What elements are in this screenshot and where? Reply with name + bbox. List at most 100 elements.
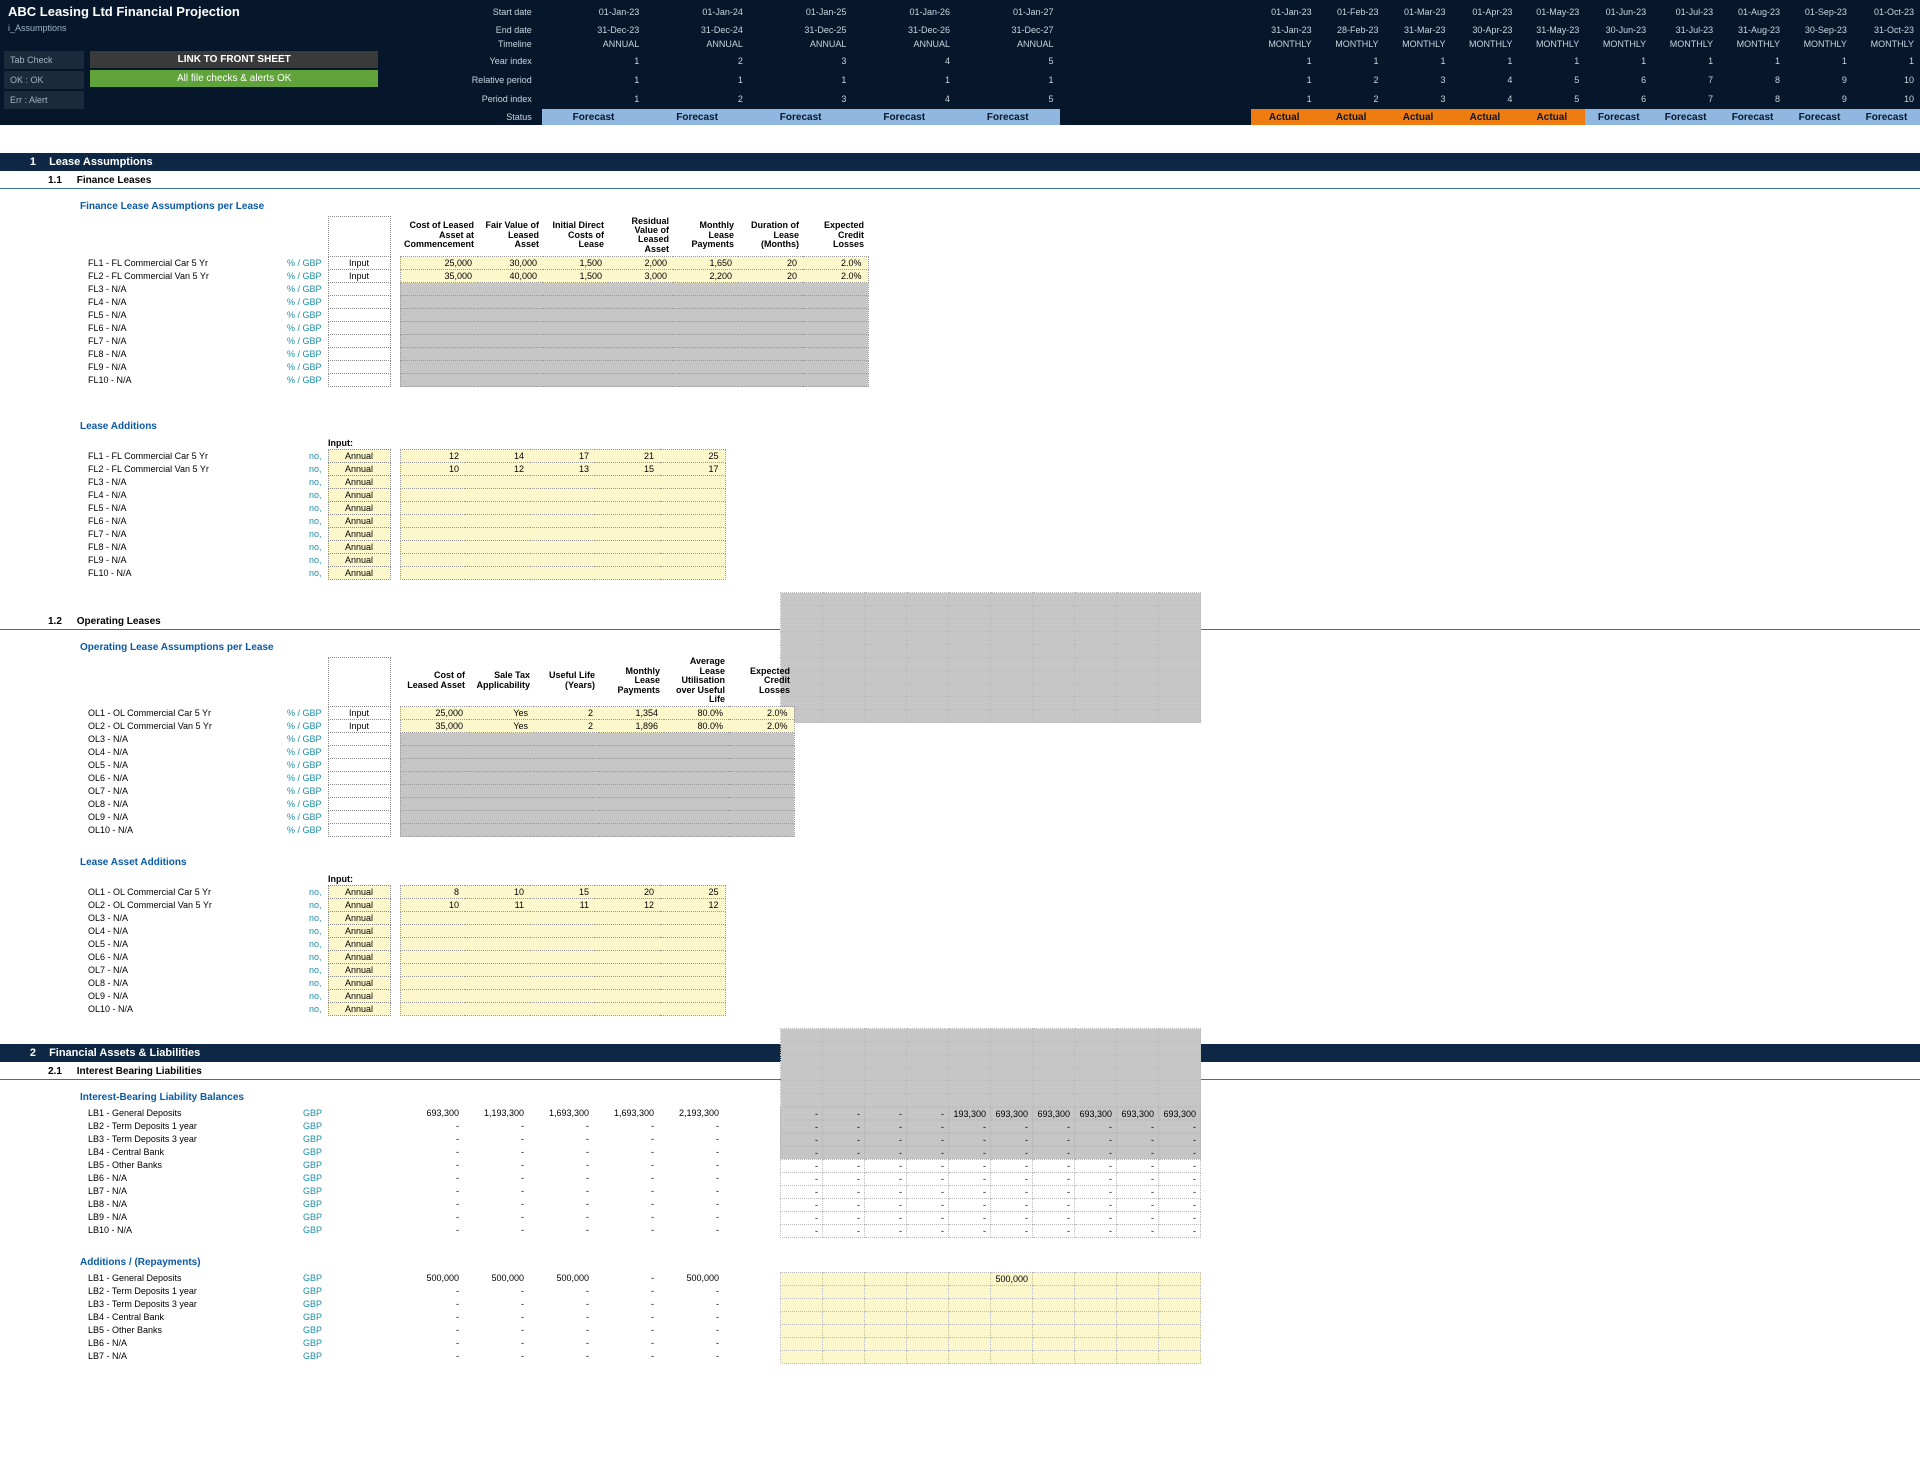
data-cell[interactable] bbox=[465, 488, 530, 501]
month-cell[interactable] bbox=[1117, 1311, 1159, 1324]
data-cell[interactable] bbox=[400, 911, 465, 924]
row-input-type[interactable]: Annual bbox=[328, 898, 390, 911]
data-cell[interactable]: 35,000 bbox=[400, 720, 469, 733]
data-cell[interactable] bbox=[660, 911, 725, 924]
row-input-type[interactable]: Input bbox=[328, 270, 390, 283]
row-input-type[interactable] bbox=[328, 759, 390, 772]
data-cell[interactable] bbox=[400, 501, 465, 514]
data-cell[interactable]: 1,896 bbox=[599, 720, 664, 733]
month-cell[interactable] bbox=[907, 1337, 949, 1350]
row-input-type[interactable] bbox=[328, 811, 390, 824]
data-cell[interactable] bbox=[660, 501, 725, 514]
row-input-type[interactable]: Annual bbox=[328, 501, 390, 514]
data-cell[interactable] bbox=[465, 950, 530, 963]
row-input-type[interactable] bbox=[328, 785, 390, 798]
data-cell[interactable]: 2.0% bbox=[729, 707, 794, 720]
row-input-type[interactable] bbox=[328, 772, 390, 785]
month-cell[interactable] bbox=[949, 1324, 991, 1337]
month-cell[interactable]: 500,000 bbox=[991, 1272, 1033, 1285]
month-cell[interactable] bbox=[1159, 1337, 1201, 1350]
month-cell[interactable] bbox=[781, 1337, 823, 1350]
data-cell[interactable] bbox=[530, 976, 595, 989]
month-cell[interactable] bbox=[1159, 1324, 1201, 1337]
row-input-type[interactable]: Annual bbox=[328, 937, 390, 950]
data-cell[interactable] bbox=[400, 1002, 465, 1015]
checks-ok-button[interactable]: All file checks & alerts OK bbox=[90, 70, 378, 87]
month-cell[interactable] bbox=[1159, 1285, 1201, 1298]
data-cell[interactable]: 20 bbox=[738, 257, 803, 270]
row-input-type[interactable]: Annual bbox=[328, 475, 390, 488]
data-cell[interactable] bbox=[595, 937, 660, 950]
data-cell[interactable] bbox=[465, 911, 530, 924]
data-cell[interactable]: 80.0% bbox=[664, 707, 729, 720]
row-input-type[interactable]: Annual bbox=[328, 462, 390, 475]
month-cell[interactable] bbox=[907, 1298, 949, 1311]
data-cell[interactable]: Yes bbox=[469, 720, 534, 733]
data-cell[interactable] bbox=[595, 488, 660, 501]
data-cell[interactable] bbox=[595, 1002, 660, 1015]
data-cell[interactable]: 20 bbox=[738, 270, 803, 283]
month-cell[interactable] bbox=[991, 1298, 1033, 1311]
data-cell[interactable] bbox=[595, 924, 660, 937]
data-cell[interactable]: 21 bbox=[595, 449, 660, 462]
month-cell[interactable] bbox=[1075, 1350, 1117, 1363]
data-cell[interactable] bbox=[465, 514, 530, 527]
month-cell[interactable] bbox=[1159, 1350, 1201, 1363]
month-cell[interactable] bbox=[823, 1298, 865, 1311]
month-cell[interactable] bbox=[1033, 1285, 1075, 1298]
data-cell[interactable]: 25 bbox=[660, 885, 725, 898]
data-cell[interactable]: 30,000 bbox=[478, 257, 543, 270]
month-cell[interactable] bbox=[823, 1324, 865, 1337]
data-cell[interactable] bbox=[465, 989, 530, 1002]
month-cell[interactable] bbox=[949, 1350, 991, 1363]
data-cell[interactable]: 10 bbox=[465, 885, 530, 898]
data-cell[interactable] bbox=[465, 540, 530, 553]
month-cell[interactable] bbox=[1075, 1285, 1117, 1298]
month-cell[interactable] bbox=[907, 1311, 949, 1324]
data-cell[interactable] bbox=[465, 976, 530, 989]
data-cell[interactable]: 1,354 bbox=[599, 707, 664, 720]
month-cell[interactable] bbox=[1117, 1350, 1159, 1363]
data-cell[interactable] bbox=[530, 475, 595, 488]
row-input-type[interactable] bbox=[328, 283, 390, 296]
row-input-type[interactable] bbox=[328, 374, 390, 387]
row-input-type[interactable] bbox=[328, 361, 390, 374]
month-cell[interactable] bbox=[1159, 1311, 1201, 1324]
data-cell[interactable]: 11 bbox=[530, 898, 595, 911]
row-input-type[interactable]: Annual bbox=[328, 963, 390, 976]
row-input-type[interactable]: Annual bbox=[328, 566, 390, 579]
month-cell[interactable] bbox=[781, 1298, 823, 1311]
month-cell[interactable] bbox=[865, 1350, 907, 1363]
data-cell[interactable] bbox=[465, 475, 530, 488]
data-cell[interactable]: 40,000 bbox=[478, 270, 543, 283]
month-cell[interactable] bbox=[823, 1272, 865, 1285]
month-cell[interactable] bbox=[823, 1285, 865, 1298]
data-cell[interactable] bbox=[400, 540, 465, 553]
data-cell[interactable] bbox=[400, 488, 465, 501]
data-cell[interactable]: 25 bbox=[660, 449, 725, 462]
month-cell[interactable] bbox=[865, 1324, 907, 1337]
month-cell[interactable] bbox=[1117, 1298, 1159, 1311]
row-input-type[interactable] bbox=[328, 824, 390, 837]
data-cell[interactable]: 2,200 bbox=[673, 270, 738, 283]
data-cell[interactable] bbox=[400, 924, 465, 937]
data-cell[interactable]: Yes bbox=[469, 707, 534, 720]
month-cell[interactable] bbox=[1075, 1298, 1117, 1311]
data-cell[interactable]: 25,000 bbox=[400, 257, 478, 270]
row-input-type[interactable]: Input bbox=[328, 707, 390, 720]
month-cell[interactable] bbox=[949, 1311, 991, 1324]
data-cell[interactable]: 20 bbox=[595, 885, 660, 898]
month-cell[interactable] bbox=[991, 1350, 1033, 1363]
data-cell[interactable]: 2.0% bbox=[729, 720, 794, 733]
data-cell[interactable]: 2 bbox=[534, 720, 599, 733]
data-cell[interactable] bbox=[530, 553, 595, 566]
row-input-type[interactable] bbox=[328, 309, 390, 322]
data-cell[interactable] bbox=[660, 1002, 725, 1015]
data-cell[interactable] bbox=[660, 553, 725, 566]
data-cell[interactable] bbox=[530, 501, 595, 514]
row-input-type[interactable]: Annual bbox=[328, 488, 390, 501]
row-input-type[interactable] bbox=[328, 322, 390, 335]
data-cell[interactable]: 2,000 bbox=[608, 257, 673, 270]
row-input-type[interactable]: Annual bbox=[328, 976, 390, 989]
data-cell[interactable] bbox=[530, 924, 595, 937]
